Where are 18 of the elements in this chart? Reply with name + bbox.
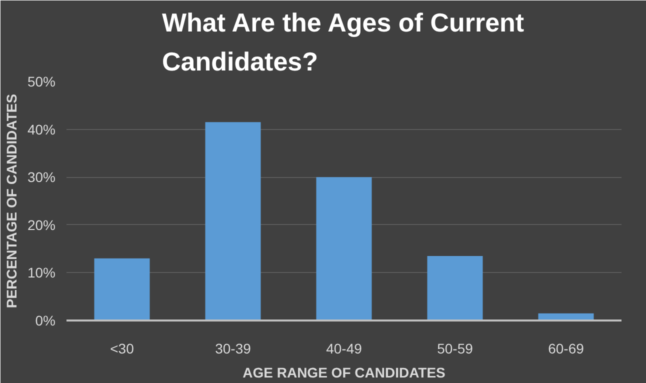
- y-tick-label: 20%: [27, 216, 56, 233]
- bar: [316, 177, 372, 320]
- bar: [427, 256, 483, 320]
- y-tick-label: 30%: [27, 169, 56, 186]
- y-tick-label: 0%: [35, 312, 56, 328]
- y-tick-label: 10%: [27, 264, 56, 281]
- bar: [94, 258, 150, 320]
- y-tick-label: 50%: [27, 74, 56, 90]
- x-tick-label: 40-49: [326, 340, 362, 356]
- y-axis-title: PERCENTAGE OF CANDIDATES: [3, 94, 20, 308]
- bar: [205, 122, 261, 320]
- x-tick-label: 50-59: [437, 340, 474, 356]
- x-axis-title: AGE RANGE OF CANDIDATES: [242, 364, 446, 380]
- y-tick-label: 40%: [27, 121, 56, 138]
- chart-title: What Are the Ages of Current Candidates?: [162, 8, 524, 76]
- x-tick-label: 60-69: [548, 340, 584, 356]
- x-tick-label: 30-39: [215, 340, 252, 356]
- x-tick-label: <30: [110, 340, 134, 356]
